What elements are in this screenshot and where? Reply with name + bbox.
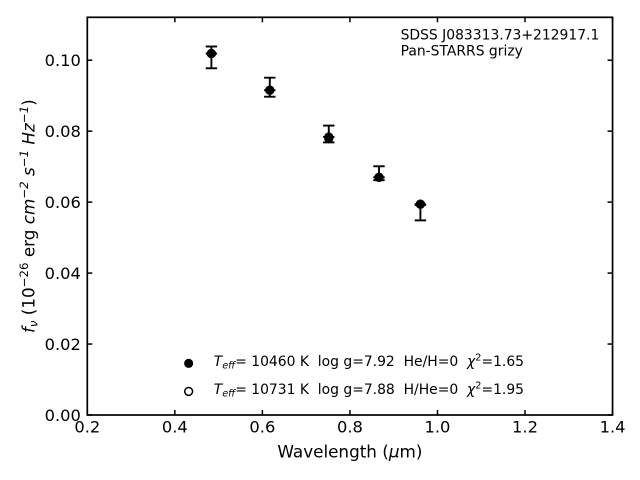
annotation-survey: Pan-STARRS grizy <box>401 44 523 60</box>
y-tick-label: 0.08 <box>45 122 81 141</box>
legend-entry: Teff= 10731 K log g=7.88 H/He=0 χ2=1.95 <box>183 380 524 399</box>
y-axis-label: fν (10−26 erg cm−2 s−1 Hz−1) <box>17 99 41 333</box>
x-tick-label: 1.4 <box>600 417 626 436</box>
y-tick-label: 0.00 <box>45 406 81 425</box>
x-tick-label: 0.4 <box>162 417 188 436</box>
legend-entry: Teff= 10460 K log g=7.92 He/H=0 χ2=1.65 <box>184 352 524 371</box>
filled-circle-marker <box>374 172 384 182</box>
x-tick-label: 0.8 <box>337 417 363 436</box>
y-tick-labels: 0.00 0.02 0.04 0.06 0.08 0.10 <box>45 51 81 425</box>
legend-filled-circle-marker <box>184 358 194 368</box>
filled-circle-marker <box>265 85 275 95</box>
legend: Teff= 10460 K log g=7.92 He/H=0 χ2=1.65 T… <box>183 352 524 399</box>
x-axis-label: Wavelength (μm) <box>277 442 422 462</box>
legend-label: Teff= 10460 K log g=7.92 He/H=0 χ2=1.65 <box>214 352 524 371</box>
errorbar-point <box>373 165 385 182</box>
errorbar-point <box>414 199 427 222</box>
errorbar-point <box>205 45 218 70</box>
data-points <box>205 45 427 222</box>
x-tick-label: 1.2 <box>512 417 538 436</box>
y-tick-label: 0.06 <box>45 193 81 212</box>
y-tick-label: 0.02 <box>45 335 81 354</box>
errorbar-point <box>323 124 335 144</box>
x-tick-label: 0.2 <box>74 417 100 436</box>
x-tick-labels: 0.2 0.4 0.6 0.8 1.0 1.2 1.4 <box>74 417 625 436</box>
x-tick-label: 1.0 <box>425 417 451 436</box>
legend-label: Teff= 10731 K log g=7.88 H/He=0 χ2=1.95 <box>214 380 524 399</box>
y-tick-label: 0.10 <box>45 51 81 70</box>
y-tick-label: 0.04 <box>45 264 81 283</box>
annotation-object-name: SDSS J083313.73+212917.1 <box>401 28 600 44</box>
filled-circle-marker <box>415 199 425 209</box>
legend-open-circle-marker <box>183 386 194 397</box>
ticks <box>86 17 614 416</box>
errorbar-point <box>264 76 276 98</box>
filled-circle-marker <box>206 49 216 59</box>
filled-circle-marker <box>324 132 334 142</box>
x-tick-label: 0.6 <box>249 417 275 436</box>
